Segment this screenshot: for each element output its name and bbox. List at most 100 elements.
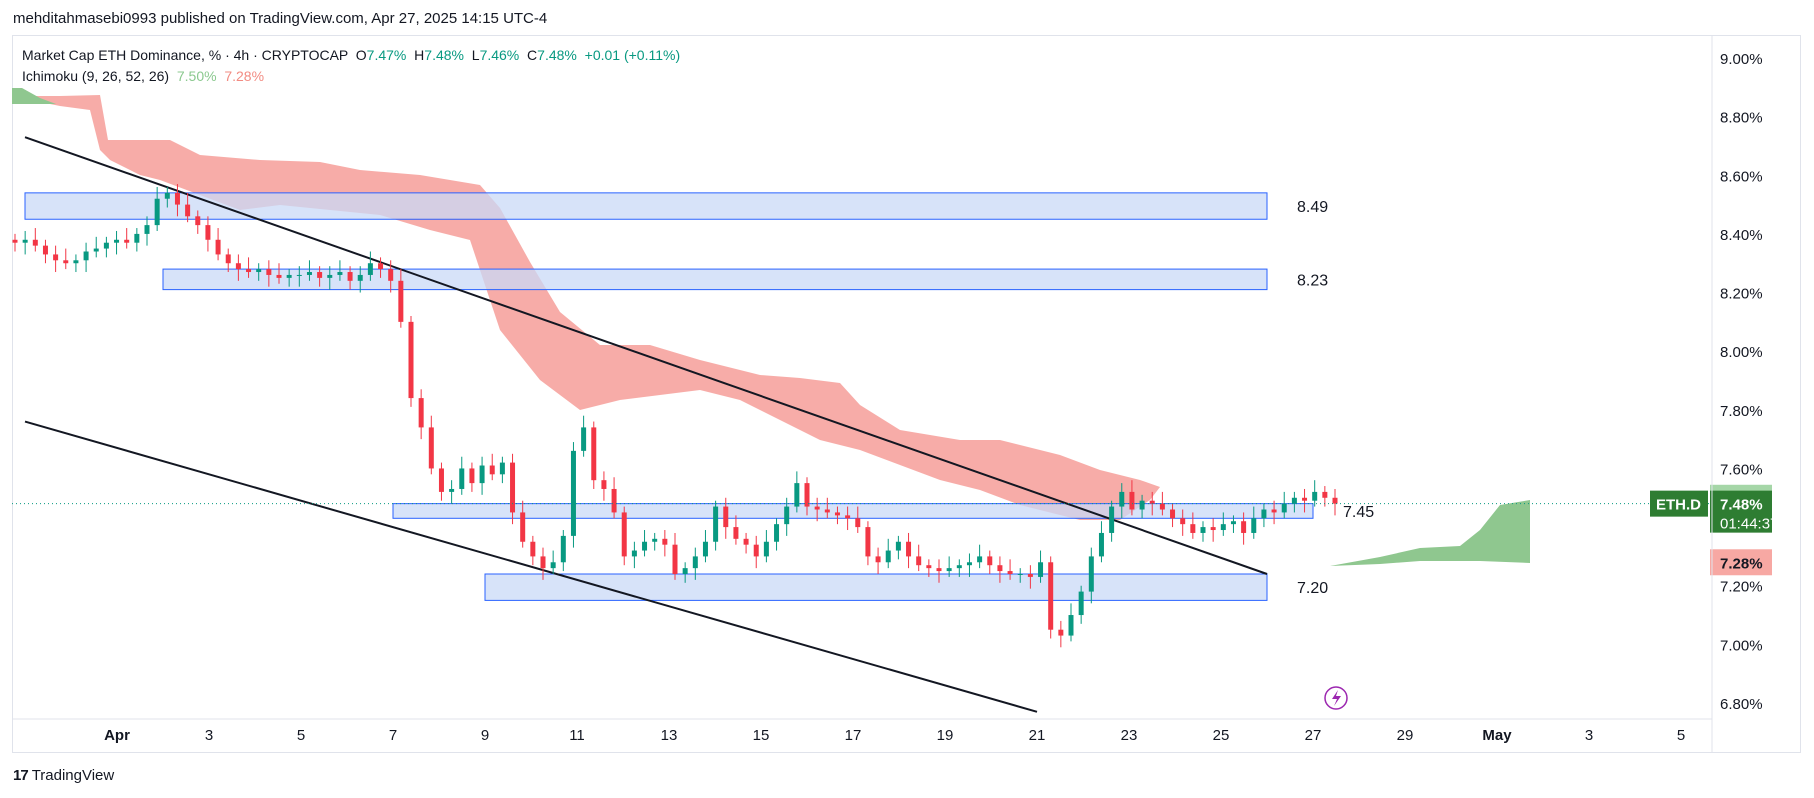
candle-body (794, 483, 800, 507)
candle-body (642, 541, 648, 551)
candle-body (1129, 491, 1135, 510)
trendline-lower[interactable] (24, 420, 1038, 713)
candle-body (581, 427, 587, 451)
change-value: +0.01 (+0.11%) (584, 47, 681, 63)
candle-body (1007, 571, 1013, 574)
y-tick-label: 7.60% (1720, 461, 1763, 478)
candle-body (1139, 500, 1145, 510)
candle-body (134, 233, 140, 243)
candle-body (1281, 503, 1287, 513)
candle-body (1251, 518, 1257, 533)
low-value: 7.46% (479, 47, 520, 63)
candle-body (621, 512, 627, 557)
candle-body (42, 245, 48, 255)
price-badge[interactable] (1710, 490, 1772, 533)
candle-body (347, 272, 353, 281)
zone-label-2: 7.45 (1343, 504, 1374, 521)
candle-body (865, 527, 871, 557)
candle-body (713, 506, 719, 542)
candle-body (296, 274, 302, 276)
candle-body (266, 269, 272, 275)
candle-body (1109, 506, 1115, 533)
horizontal-zones: 8.49 8.23 7.45 7.20 (24, 192, 1374, 601)
candle-body (1027, 574, 1033, 577)
candle-body (530, 541, 536, 557)
ichimoku-cloud (12, 88, 1530, 566)
candle-body (235, 263, 241, 270)
symbol-badge[interactable] (1650, 490, 1708, 517)
candle-body (317, 272, 323, 278)
trendline-upper[interactable] (24, 136, 1268, 575)
candle-body (1170, 509, 1176, 519)
candle-body (22, 239, 28, 243)
indicator-value-2: 7.28% (224, 68, 265, 84)
indicator-legend-row: Ichimoku (9, 26, 52, 26) 7.50% 7.28% (22, 66, 680, 87)
candle-body (774, 524, 780, 542)
candle-body (895, 541, 901, 551)
x-tick-label: 7 (389, 727, 397, 744)
candle-body (631, 550, 637, 557)
candle-body (1230, 521, 1236, 525)
candle-body (357, 274, 363, 281)
bullish-cloud-future (1330, 500, 1530, 566)
candle-body (1220, 524, 1226, 531)
x-tick-label: May (1482, 727, 1512, 744)
candle-body (906, 541, 912, 557)
lightning-icon[interactable] (1324, 686, 1348, 710)
candle-body (306, 272, 312, 275)
high-value: 7.48% (424, 47, 464, 63)
zone-3[interactable] (484, 573, 1268, 601)
candle-body (114, 239, 120, 243)
lightning-glyph (1332, 690, 1341, 706)
candle-body (479, 465, 485, 484)
y-tick-label: 8.00% (1720, 344, 1763, 361)
candle-body (327, 274, 333, 278)
price-badge-countdown: 01:44:37 (1720, 516, 1778, 533)
candle-body (1190, 524, 1196, 533)
symbol-legend-row: Market Cap ETH Dominance, % · 4h · CRYPT… (22, 45, 680, 66)
candle-body (418, 398, 424, 428)
candle-body (124, 239, 130, 243)
y-tick-label: 8.80% (1720, 110, 1763, 127)
open-value: 7.47% (366, 47, 407, 63)
candle-body (1271, 509, 1277, 513)
candle-body (428, 427, 434, 469)
candle-body (174, 192, 180, 205)
tradingview-footer[interactable]: 17 TradingView (13, 767, 114, 784)
high-label: H (414, 47, 425, 63)
candle-body (956, 565, 962, 569)
candle-body (1261, 509, 1267, 519)
candle-body (63, 260, 69, 264)
chart-frame (12, 35, 1801, 753)
indicator-title: Ichimoku (9, 26, 52, 26) (22, 68, 170, 84)
candle-body (784, 506, 790, 525)
x-tick-label: 27 (1305, 727, 1322, 744)
candle-body (1332, 497, 1338, 504)
candle-body (1159, 503, 1165, 510)
candle-body (1017, 574, 1023, 575)
zone-0[interactable] (24, 192, 1268, 220)
zone-1[interactable] (162, 268, 1268, 291)
y-tick-label: 8.60% (1720, 168, 1763, 185)
bearish-cloud (12, 89, 1160, 520)
candle-body (824, 509, 830, 513)
x-tick-label: 21 (1029, 727, 1046, 744)
candle-body (570, 450, 576, 536)
x-tick-label: 25 (1213, 727, 1230, 744)
open-label: O (355, 47, 367, 63)
y-tick-label: 7.20% (1720, 579, 1763, 596)
candle-body (936, 568, 942, 572)
price-badge-value: 7.48% (1720, 497, 1763, 514)
candle-body (1200, 527, 1206, 533)
candle-body (814, 506, 820, 510)
chart-legend: Market Cap ETH Dominance, % · 4h · CRYPT… (22, 45, 680, 87)
candle-body (601, 480, 607, 489)
symbol-title: Market Cap ETH Dominance, % · 4h · CRYPT… (22, 47, 348, 63)
candle-body (185, 204, 191, 217)
zone-label-3: 7.20 (1297, 580, 1328, 597)
low-label: L (471, 47, 480, 63)
x-tick-label: 9 (481, 727, 489, 744)
candle-body (103, 242, 109, 249)
x-tick-label: 11 (569, 727, 585, 744)
